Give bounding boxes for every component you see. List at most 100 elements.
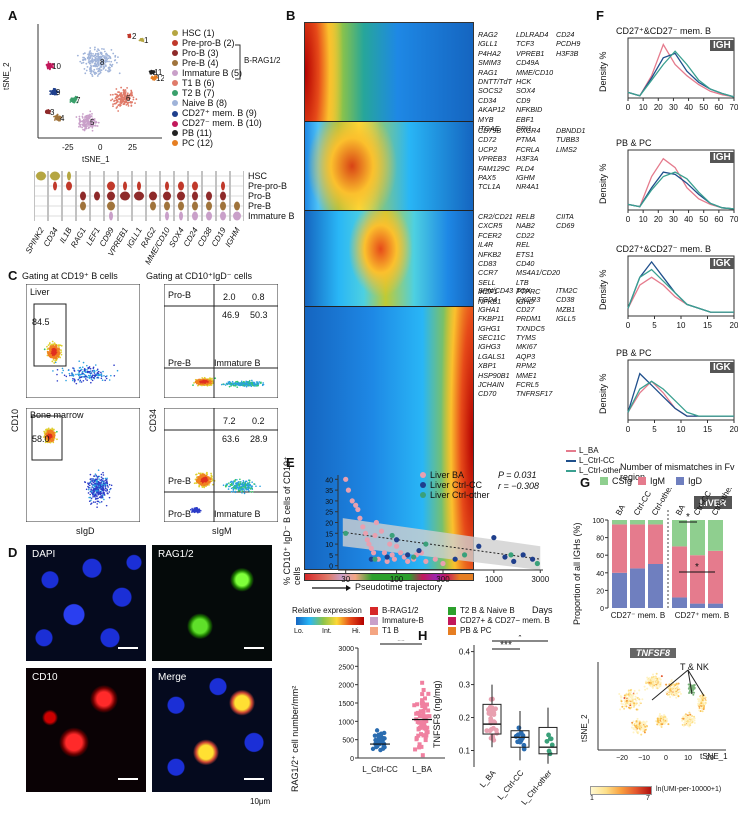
tsne-point [115, 88, 118, 90]
rag-point-ctrl [370, 746, 376, 752]
flow-event [50, 437, 53, 440]
sig-label: *** [500, 640, 512, 651]
tsne2-point [630, 698, 633, 701]
tsne2-point [647, 681, 650, 684]
flow-event [79, 380, 81, 383]
density-xtick-label: 20 [730, 321, 738, 330]
flow-event [85, 375, 88, 378]
scatter-point [366, 541, 372, 547]
violin-shape [179, 211, 183, 221]
flow-event [96, 500, 99, 503]
flow-event [80, 381, 83, 383]
flow-event [192, 384, 194, 387]
flow-event [44, 441, 47, 444]
flow-event [238, 484, 241, 486]
violin-shape [107, 201, 115, 211]
rag-ytick-label: 1500 [338, 701, 354, 708]
flow-liver-right [164, 284, 278, 398]
box-point [518, 730, 524, 736]
legend-swatch [172, 140, 178, 146]
flow-event [210, 472, 212, 475]
flow-event [251, 491, 254, 493]
flow-event [195, 473, 198, 476]
tsne-point [89, 115, 92, 118]
legend-label: Pre-pro-B (2) [182, 38, 235, 48]
stack-segment [708, 520, 723, 551]
scatter-ytick-label: 35 [325, 488, 333, 495]
flow-event [242, 486, 245, 488]
cluster-legend-item: Pre-B (4) [172, 58, 219, 68]
density-ylabel: Density % [598, 51, 608, 92]
panel-label-c: C [8, 268, 18, 283]
tsne2-point [629, 695, 632, 698]
scatter-ytick-label: 15 [325, 531, 333, 538]
density-panel-title: PB & PC [616, 348, 652, 358]
rag-point-ba [421, 733, 426, 738]
flow-event [50, 343, 53, 346]
tsne-point [81, 123, 84, 126]
flow-event [97, 475, 99, 478]
density-xtick-label: 50 [699, 103, 708, 112]
flow-event [72, 375, 75, 377]
tsne-point [89, 110, 92, 113]
tsne-point [128, 94, 131, 97]
flow-event [84, 378, 87, 380]
scatter-xlabel: Days [532, 605, 553, 615]
box-point [488, 735, 494, 741]
tsne-point [70, 99, 73, 102]
tsne-point [111, 63, 114, 66]
density-plot: 0 5 10 15 20 [626, 255, 738, 330]
tsne-point [119, 101, 122, 104]
micro-dapi: DAPI [26, 545, 146, 661]
tsne-point [122, 103, 125, 105]
tsne2-point [638, 698, 641, 701]
flow-event [239, 384, 242, 386]
rag-point-ctrl [375, 739, 380, 744]
flow-event [108, 483, 111, 486]
flow-event [104, 483, 106, 486]
flow-event [197, 472, 200, 475]
tsne-point [88, 61, 90, 63]
tsne-point [107, 70, 110, 73]
tsne2-point [644, 728, 647, 731]
flow-event [110, 484, 113, 487]
flow-event [53, 362, 56, 364]
violin-shape [53, 181, 57, 191]
tsne-point [153, 78, 155, 81]
flow-event [206, 481, 209, 484]
flow-xlabel-right: sIgM [212, 526, 232, 536]
flow-event [106, 482, 109, 485]
tsne-point [119, 104, 122, 107]
tsne-cluster-number: 2 [132, 32, 137, 41]
tsne-point [87, 59, 90, 61]
legend-swatch [420, 482, 426, 488]
scatter-point [432, 556, 438, 562]
flow-event [240, 483, 243, 485]
box-point [493, 706, 498, 712]
flow-event [93, 369, 96, 372]
flow-event [198, 484, 201, 487]
flow-event [54, 361, 57, 364]
flow-event [92, 478, 94, 480]
flow-event [86, 364, 88, 367]
tsne-point [117, 110, 120, 112]
flow-event [191, 507, 193, 510]
tsne-point [89, 67, 92, 70]
flow-event [249, 491, 252, 493]
tsne2-point [690, 717, 693, 720]
tsne-point [91, 73, 93, 76]
legend-label: Immature-B [382, 616, 424, 625]
tsne-point [89, 70, 92, 73]
tsne2-point [638, 689, 641, 692]
tsne-point [130, 104, 133, 107]
tsne-point [123, 97, 125, 100]
rag-point-ba [421, 687, 426, 692]
flow-event [104, 487, 107, 490]
tsne-point [119, 92, 122, 95]
flow-event [201, 377, 204, 379]
flow-event [51, 439, 54, 441]
flow-event [196, 506, 198, 509]
tsne-point [73, 101, 76, 103]
tsne2-point [648, 677, 651, 680]
flow-event [100, 501, 103, 503]
